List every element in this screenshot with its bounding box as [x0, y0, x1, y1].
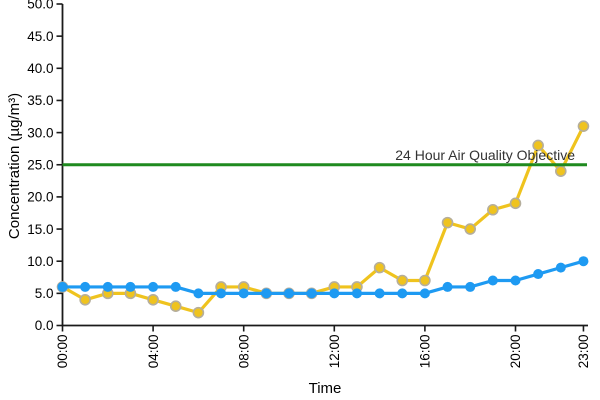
y-axis-tick-label: 10.0 [27, 254, 53, 269]
blue-series-marker [397, 288, 408, 299]
air-quality-objective-label: 24 Hour Air Quality Objective [395, 147, 575, 163]
blue-series-marker [487, 275, 498, 286]
x-axis-tick-label: 12:00 [327, 335, 342, 369]
x-axis-tick-label: 20:00 [508, 335, 523, 369]
y-axis-tick-label: 20.0 [27, 190, 53, 205]
blue-series-marker [57, 281, 68, 292]
blue-series-marker [442, 281, 453, 292]
blue-series-marker [193, 288, 204, 299]
blue-series-marker [555, 262, 566, 273]
blue-series-marker [238, 288, 249, 299]
x-axis-tick-label: 08:00 [236, 335, 251, 369]
blue-series-marker [329, 288, 340, 299]
blue-series-marker [533, 269, 544, 280]
y-axis-tick-label: 40.0 [27, 61, 53, 76]
blue-series-marker [80, 281, 91, 292]
yellow-series-marker [192, 306, 205, 319]
blue-series-marker [284, 288, 294, 299]
yellow-series-marker [419, 274, 431, 287]
blue-series-marker [510, 275, 521, 286]
blue-series-marker [261, 288, 272, 299]
blue-series-marker [216, 288, 227, 299]
yellow-series-marker [147, 293, 159, 306]
y-axis-tick-label: 5.0 [35, 286, 54, 301]
blue-series-marker [125, 281, 136, 292]
y-axis-tick-label: 25.0 [27, 157, 53, 172]
blue-series-marker [351, 288, 362, 299]
yellow-series-marker [509, 197, 522, 210]
x-axis-tick-label: 00:00 [55, 335, 70, 369]
y-axis-tick-label: 0.0 [35, 318, 54, 333]
yellow-series-marker [554, 165, 567, 177]
x-axis-tick-label: 23:00 [576, 335, 591, 369]
blue-series-marker [306, 288, 317, 299]
x-axis-title: Time [308, 380, 342, 397]
yellow-series-marker [487, 203, 499, 216]
yellow-series-marker [577, 120, 590, 132]
blue-series-marker [419, 288, 430, 299]
blue-series-marker [578, 256, 589, 267]
x-axis-tick-label: 16:00 [418, 335, 433, 369]
blue-series-marker [374, 288, 385, 299]
y-axis-tick-label: 45.0 [27, 29, 53, 44]
x-axis-tick-label: 04:00 [146, 335, 161, 369]
yellow-series-marker [79, 293, 91, 306]
y-axis-tick-label: 35.0 [27, 93, 53, 108]
blue-series-marker [102, 281, 113, 292]
y-axis-tick-label: 30.0 [27, 125, 53, 140]
yellow-series-marker [396, 274, 409, 287]
yellow-series-marker [464, 223, 477, 235]
y-axis-title: Concentration (µg/m³) [6, 92, 23, 240]
yellow-series-marker [441, 216, 454, 229]
y-axis-tick-label: 50.0 [27, 0, 53, 12]
blue-series-marker [148, 281, 159, 292]
blue-series-marker [465, 281, 476, 292]
yellow-series-marker [373, 261, 386, 274]
yellow-series-marker [169, 300, 182, 313]
yellow-series-marker [532, 139, 544, 152]
blue-series-marker [170, 281, 181, 292]
y-axis-tick-label: 15.0 [27, 222, 53, 237]
